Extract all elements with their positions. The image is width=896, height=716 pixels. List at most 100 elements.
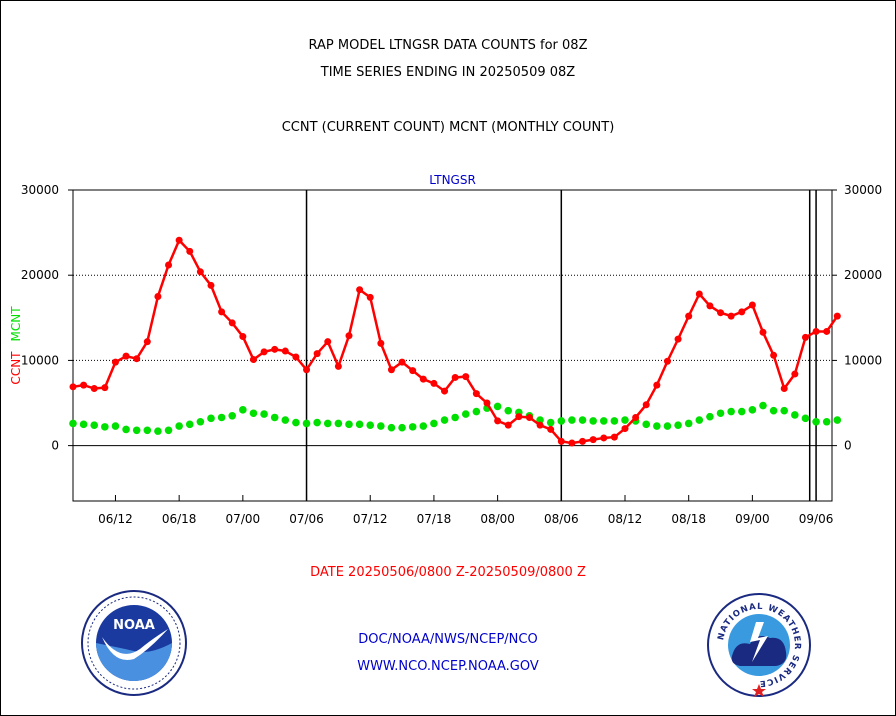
data-point-mcnt — [589, 417, 597, 425]
data-point-ccnt — [472, 390, 480, 398]
data-point-ccnt — [515, 413, 523, 421]
data-point-mcnt — [801, 414, 810, 423]
chart-title-line1: RAP MODEL LTNGSR DATA COUNTS for 08Z — [308, 38, 588, 53]
data-point-ccnt — [419, 375, 427, 383]
data-point-mcnt — [461, 410, 470, 418]
data-point-ccnt — [770, 351, 778, 359]
data-point-mcnt — [769, 406, 778, 415]
x-tick-label: 07/00 — [226, 512, 261, 526]
plot-area — [72, 189, 833, 502]
data-point-mcnt — [313, 418, 321, 427]
data-point-ccnt — [175, 236, 183, 244]
data-point-mcnt — [695, 416, 704, 424]
data-point-ccnt — [642, 401, 650, 409]
data-point-ccnt — [579, 437, 587, 445]
y-tick-label-left: 30000 — [21, 183, 59, 197]
data-point-mcnt — [249, 409, 258, 418]
data-point-mcnt — [440, 416, 449, 424]
x-tick-label: 07/06 — [289, 512, 324, 526]
data-point-mcnt — [578, 416, 587, 424]
data-point-ccnt — [133, 355, 141, 363]
x-tick-label: 08/18 — [671, 512, 706, 526]
noaa-logo-icon: NOAA — [81, 590, 187, 696]
data-point-mcnt — [79, 420, 88, 429]
data-point-mcnt — [270, 413, 279, 422]
data-point-ccnt — [260, 348, 268, 356]
y-axis-label-ccnt: CCNT — [9, 351, 23, 385]
y-tick-label-right: 30000 — [844, 183, 882, 197]
data-point-mcnt — [260, 410, 268, 418]
data-point-mcnt — [281, 416, 290, 424]
noaa-logo-text: NOAA — [113, 618, 155, 633]
org-path: DOC/NOAA/NWS/NCEP/NCO — [358, 632, 538, 647]
data-point-ccnt — [430, 379, 438, 387]
x-tick-label: 06/12 — [98, 512, 133, 526]
data-point-mcnt — [323, 419, 332, 428]
data-point-ccnt — [303, 366, 311, 374]
data-point-mcnt — [780, 406, 789, 415]
data-point-mcnt — [228, 411, 237, 420]
data-point-ccnt — [685, 312, 693, 320]
data-point-ccnt — [409, 367, 417, 375]
data-point-ccnt — [398, 358, 406, 366]
data-point-mcnt — [196, 417, 205, 426]
data-point-mcnt — [366, 421, 375, 429]
y-axis-label: CCNT MCNT — [9, 306, 23, 385]
data-point-ccnt — [791, 370, 799, 378]
y-tick-label-left: 20000 — [21, 268, 59, 282]
data-point-mcnt — [239, 406, 247, 414]
data-point-mcnt — [812, 417, 820, 426]
data-point-mcnt — [377, 422, 385, 430]
data-point-ccnt — [377, 339, 385, 347]
data-point-mcnt — [716, 409, 725, 418]
data-point-mcnt — [684, 419, 693, 428]
data-point-mcnt — [748, 406, 757, 414]
data-point-ccnt — [812, 327, 820, 335]
x-tick-label: 09/06 — [799, 512, 834, 526]
data-point-mcnt — [599, 417, 608, 425]
data-point-mcnt — [663, 422, 672, 430]
data-point-mcnt — [90, 421, 99, 429]
data-point-mcnt — [568, 416, 576, 424]
data-point-mcnt — [759, 401, 767, 410]
data-point-mcnt — [207, 414, 215, 423]
y-axis-label-mcnt: MCNT — [9, 306, 23, 342]
data-point-ccnt — [674, 335, 682, 343]
data-point-ccnt — [494, 417, 502, 425]
data-point-ccnt — [727, 312, 735, 320]
data-point-ccnt — [196, 268, 204, 276]
data-point-ccnt — [823, 327, 831, 335]
data-point-mcnt — [398, 423, 406, 432]
x-tick-label: 06/18 — [162, 512, 197, 526]
data-point-ccnt — [663, 357, 671, 365]
data-point-ccnt — [717, 309, 725, 317]
data-point-ccnt — [387, 366, 395, 374]
data-point-mcnt — [419, 422, 428, 430]
site-url[interactable]: WWW.NCO.NCEP.NOAA.GOV — [357, 659, 539, 674]
x-tick-label: 07/12 — [353, 512, 388, 526]
data-point-mcnt — [345, 420, 353, 429]
y-tick-label-left: 0 — [51, 439, 59, 453]
data-point-mcnt — [472, 407, 481, 416]
data-point-mcnt — [387, 423, 396, 432]
data-point-mcnt — [737, 407, 746, 416]
nws-logo-icon: NATIONAL WEATHER SERVICE — [707, 593, 811, 697]
data-point-ccnt — [504, 421, 512, 429]
data-point-mcnt — [674, 421, 682, 429]
data-point-ccnt — [653, 381, 661, 389]
data-point-ccnt — [80, 381, 88, 389]
data-point-ccnt — [356, 286, 364, 294]
data-point-ccnt — [632, 413, 640, 421]
data-point-mcnt — [69, 419, 77, 428]
data-point-ccnt — [536, 421, 544, 429]
data-point-mcnt — [164, 426, 173, 435]
data-point-mcnt — [546, 418, 555, 427]
data-point-mcnt — [408, 423, 417, 431]
data-point-mcnt — [833, 416, 842, 424]
data-point-ccnt — [621, 425, 629, 433]
data-point-mcnt — [653, 422, 661, 430]
data-point-mcnt — [451, 413, 459, 422]
data-point-mcnt — [111, 422, 120, 430]
data-point-ccnt — [165, 261, 173, 269]
data-point-mcnt — [706, 412, 714, 421]
